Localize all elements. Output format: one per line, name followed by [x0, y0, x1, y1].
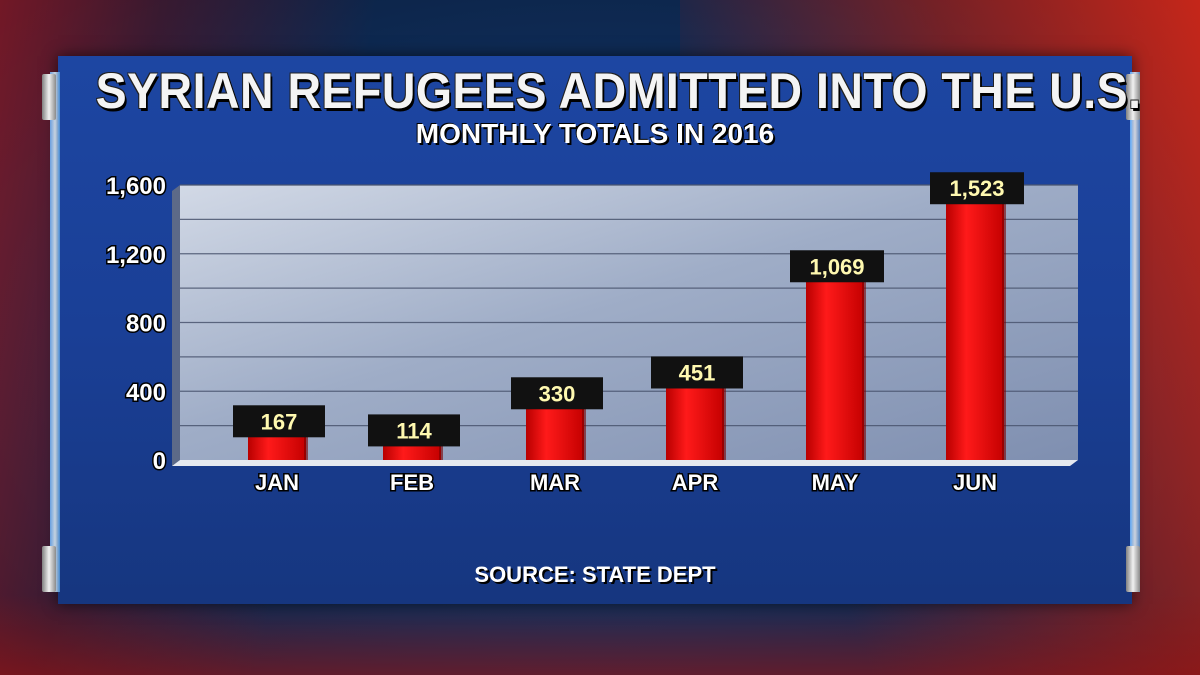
y-tick-label: 1,200: [106, 242, 166, 269]
chart-title: SYRIAN REFUGEES ADMITTED INTO THE U.S.: [95, 63, 1142, 119]
data-label: 451: [679, 360, 716, 385]
x-tick-label: FEB: [390, 470, 434, 495]
frame-cap-top-left: [42, 74, 56, 120]
bar-shade: [862, 276, 866, 460]
x-tick-label: MAY: [812, 470, 859, 495]
data-label: 1,069: [809, 254, 864, 279]
bar-shade: [439, 440, 443, 460]
background-red-glow-bottom: [0, 595, 1200, 675]
plot-floor: [172, 460, 1078, 466]
plot-side-wall: [172, 185, 180, 466]
data-label-box: [930, 172, 1024, 205]
bar-mar: [526, 403, 584, 460]
chart-source: SOURCE: STATE DEPT: [474, 562, 716, 587]
bar-shade: [1002, 198, 1006, 460]
data-label: 114: [396, 418, 432, 443]
data-label-box: [368, 414, 460, 447]
data-label-box: [233, 405, 325, 438]
data-label: 167: [261, 409, 298, 434]
bar-may: [806, 276, 864, 460]
data-label: 330: [539, 381, 576, 406]
y-tick-label: 400: [126, 379, 166, 406]
frame-cap-bottom-left: [42, 546, 56, 592]
bar-shade: [722, 382, 726, 460]
bar-shade: [582, 403, 586, 460]
frame-cap-bottom-right: [1126, 546, 1140, 592]
frame-cap-top-right: [1126, 74, 1140, 120]
frame-post-right: [1130, 72, 1140, 592]
frame-post-left: [50, 72, 60, 592]
data-label-box: [511, 377, 603, 410]
y-tick-label: 800: [126, 311, 166, 338]
y-tick-label: 1,600: [106, 173, 166, 200]
data-label-box: [651, 356, 743, 389]
data-label-box: [790, 250, 884, 283]
x-tick-label: JUN: [953, 470, 997, 495]
bar-shade: [304, 431, 308, 460]
bar-apr: [666, 382, 724, 460]
x-tick-label: JAN: [255, 470, 299, 495]
y-tick-label: 0: [153, 448, 166, 475]
x-tick-label: MAR: [530, 470, 580, 495]
chart-subtitle: MONTHLY TOTALS IN 2016: [415, 118, 775, 149]
data-label: 1,523: [949, 176, 1004, 201]
bar-jun: [946, 198, 1004, 460]
x-tick-label: APR: [672, 470, 719, 495]
